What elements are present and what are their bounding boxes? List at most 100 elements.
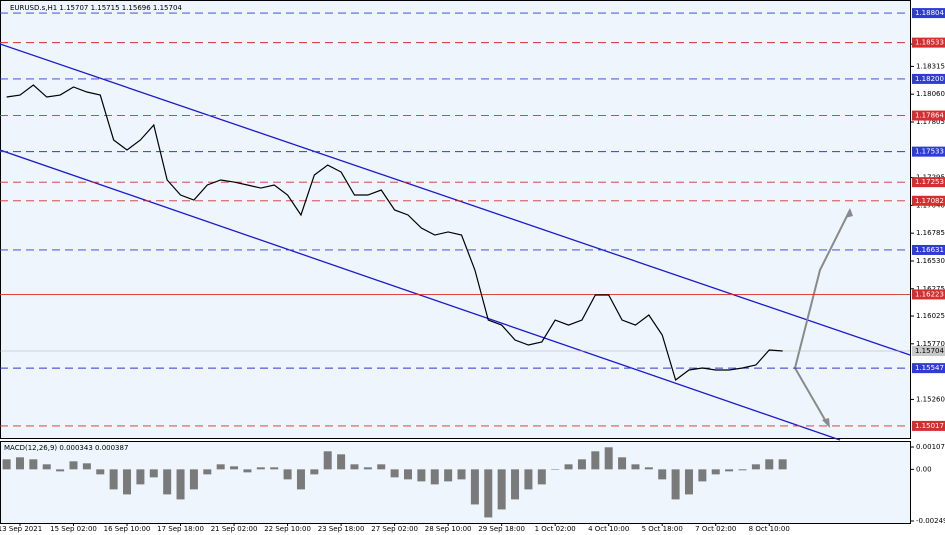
level-tag [912, 195, 945, 206]
macd-bar [591, 451, 600, 470]
macd-bar [524, 469, 533, 490]
x-tick-label: 7 Oct 02:00 [695, 525, 736, 533]
level-tag [912, 37, 945, 48]
level-tag [912, 146, 945, 157]
level-tag [912, 177, 945, 188]
y-tick-label: 1.18315 [916, 62, 945, 70]
y-tick-label: 0.00 [916, 465, 932, 473]
level-label: 1.18533 [915, 39, 944, 47]
macd-bar [671, 469, 680, 500]
macd-bar [765, 459, 774, 470]
arrow-head [822, 418, 830, 428]
macd-bar [109, 469, 118, 490]
macd-bar [711, 469, 720, 475]
macd-bar [604, 447, 613, 470]
x-tick-label: 28 Sep 10:00 [425, 525, 472, 533]
level-tag [912, 244, 945, 255]
macd-bar [778, 459, 787, 470]
x-tick-label: 4 Oct 10:00 [588, 525, 629, 533]
y-tick-label: 1.16785 [916, 229, 945, 237]
price-panel [0, 0, 910, 438]
macd-bar [644, 467, 653, 470]
x-tick-label: 27 Sep 02:00 [371, 525, 418, 533]
macd-bar [136, 469, 145, 485]
macd-bar [497, 469, 506, 510]
macd-panel [0, 441, 910, 523]
y-tick-label: -0.00249 [916, 517, 945, 525]
macd-header: MACD(12,26,9) 0.000343 0.000387 [4, 444, 128, 452]
y-tick-label: 1.16530 [916, 257, 945, 265]
macd-bar [457, 469, 466, 480]
price-frame [0, 0, 911, 439]
level-label: 1.16631 [915, 246, 944, 254]
macd-bar [163, 469, 172, 495]
macd-bar [417, 469, 426, 482]
macd-bar [270, 467, 279, 470]
y-tick-label: 1.16275 [916, 285, 945, 293]
x-tick-label: 23 Sep 18:00 [318, 525, 365, 533]
macd-bar [551, 469, 560, 470]
macd-bar [69, 461, 78, 470]
x-tick-label: 5 Oct 18:00 [642, 525, 683, 533]
y-tick-label: 1.15260 [916, 395, 945, 403]
y-tick-label: 0.001077 [916, 443, 945, 451]
macd-bar [123, 469, 132, 495]
x-tick-label: 17 Sep 18:00 [157, 525, 204, 533]
macd-bar [96, 469, 105, 475]
macd-bar [738, 469, 747, 471]
level-tag [912, 289, 945, 300]
x-tick-label: 16 Sep 10:00 [104, 525, 151, 533]
y-tick-label: 1.15770 [916, 340, 945, 348]
macd-bar [2, 459, 11, 470]
level-tag [912, 73, 945, 84]
price-line [6, 84, 783, 382]
x-tick-label: 15 Sep 02:00 [50, 525, 97, 533]
macd-bar [310, 469, 319, 475]
macd-bar [751, 464, 760, 470]
macd-bar [189, 469, 198, 490]
macd-bar [511, 469, 520, 500]
macd-bar [684, 469, 693, 495]
macd-bar [537, 469, 546, 485]
macd-bar [350, 464, 359, 470]
macd-bar [430, 469, 439, 485]
macd-bar [230, 466, 239, 470]
level-label: 1.18200 [915, 75, 944, 83]
x-tick-label: 1 Oct 02:00 [535, 525, 576, 533]
level-label: 1.17864 [915, 112, 944, 120]
macd-bar [363, 467, 372, 470]
x-tick-label: 13 Sep 2021 [0, 525, 42, 533]
macd-bar [377, 464, 386, 470]
level-label: 1.17533 [915, 148, 944, 156]
macd-bar [484, 469, 493, 518]
x-tick-label: 29 Sep 18:00 [478, 525, 525, 533]
arrow-head [845, 208, 853, 218]
macd-bar [390, 469, 399, 478]
level-tag [912, 363, 945, 374]
macd-frame [0, 441, 911, 524]
macd-bar [323, 451, 332, 470]
x-tick-label: 22 Sep 10:00 [264, 525, 311, 533]
macd-bar [42, 464, 51, 470]
macd-bar [82, 463, 91, 470]
price-header: EURUSD.s,H1 1.15707 1.15715 1.15696 1.15… [10, 4, 182, 12]
y-tick-label: 1.18060 [916, 90, 945, 98]
macd-bar [698, 469, 707, 482]
macd-bar [283, 469, 292, 480]
level-label: 1.16223 [915, 290, 944, 298]
last-price-label: 1.15704 [915, 347, 944, 355]
channel-lower [0, 149, 841, 441]
macd-bar [149, 469, 158, 478]
macd-bar [56, 469, 65, 472]
macd-bar [404, 469, 412, 480]
y-tick-label: 1.16025 [916, 312, 945, 320]
macd-bar [256, 467, 265, 470]
macd-bar [243, 469, 252, 473]
macd-bar [29, 459, 38, 470]
level-label: 1.15017 [915, 422, 944, 430]
level-tag [912, 420, 945, 431]
forecast-arrow-down [794, 367, 829, 426]
macd-bar [216, 464, 225, 470]
macd-bar [176, 469, 185, 500]
